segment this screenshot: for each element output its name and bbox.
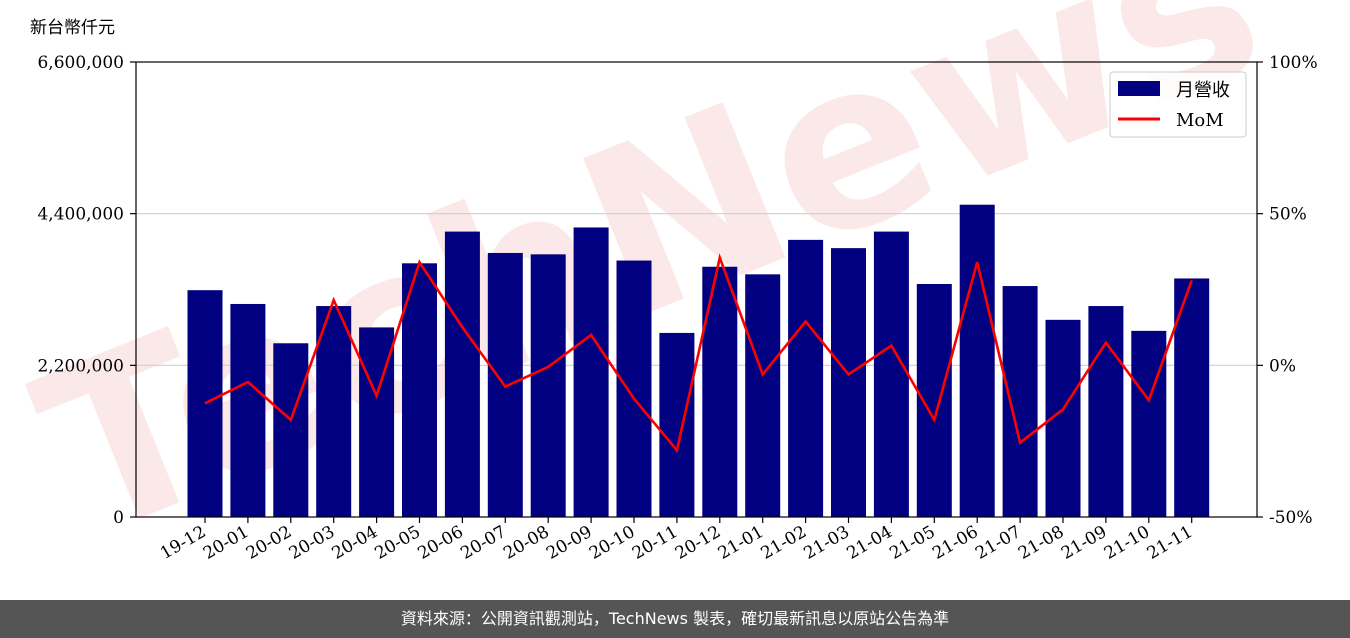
right-tick-label: 100%: [1269, 53, 1318, 73]
x-tick-label: 21-11: [1144, 522, 1196, 564]
bar-20-02: [273, 343, 309, 517]
right-axis: -50% 0% 50% 100%: [1257, 53, 1318, 528]
x-tick-label: 21-06: [929, 522, 981, 564]
bar-19-12: [187, 290, 223, 517]
x-tick-label: 21-08: [1015, 522, 1067, 564]
bar-20-10: [616, 260, 652, 517]
bar-21-07: [1002, 286, 1038, 517]
x-tick-label: 20-11: [629, 522, 681, 564]
bar-20-05: [402, 263, 437, 517]
bar-21-09: [1088, 306, 1124, 517]
x-tick-label: 21-01: [715, 522, 767, 564]
bar-21-01: [745, 274, 781, 517]
left-tick-label: 2,200,000: [37, 356, 124, 376]
x-tick-label: 20-10: [586, 522, 638, 564]
source-footer: 資料來源：公開資訊觀測站，TechNews 製表，確切最新訊息以原站公告為準: [0, 600, 1350, 638]
mom-series: [204, 253, 1193, 454]
left-axis: 0 2,200,000 4,400,000 6,600,000: [37, 53, 136, 528]
bar-20-06: [444, 231, 480, 517]
bar-20-08: [530, 254, 566, 517]
left-tick-label: 6,600,000: [37, 53, 124, 73]
x-tick-label: 21-04: [843, 522, 895, 564]
mom-line: [204, 253, 1193, 454]
legend-swatch-revenue: [1118, 81, 1160, 96]
chart: TechNews 新台幣仟元 02,200,0004,400,0006,600,…: [7, 0, 1318, 591]
bar-21-10: [1131, 330, 1167, 517]
left-tick-label: 4,400,000: [37, 205, 124, 225]
legend-label-mom: MoM: [1176, 110, 1224, 131]
x-tick-label: 21-05: [886, 522, 938, 564]
x-tick-label: 20-09: [543, 522, 595, 564]
right-tick-label: 50%: [1269, 205, 1307, 225]
bar-21-04: [873, 231, 909, 517]
bar-20-01: [230, 303, 266, 517]
bar-20-12: [702, 266, 738, 517]
x-tick-label: 20-05: [372, 522, 424, 564]
x-tick-label: 20-04: [329, 522, 381, 564]
y-unit-label: 新台幣仟元: [30, 18, 115, 38]
bar-20-03: [316, 306, 352, 517]
x-tick-label: 21-10: [1101, 522, 1153, 564]
x-axis: 19-1220-0120-0220-0320-0420-0520-0620-07…: [157, 517, 1196, 564]
x-tick-label: 20-12: [672, 522, 724, 564]
x-tick-label: 21-09: [1058, 522, 1110, 564]
bar-20-11: [659, 332, 695, 517]
x-tick-label: 20-07: [457, 522, 509, 564]
bar-21-03: [831, 248, 866, 518]
right-tick-label: 0%: [1269, 356, 1296, 376]
plot-frame: [135, 61, 1258, 518]
legend: 月營收 MoM: [1109, 71, 1247, 138]
bar-21-06: [959, 204, 995, 518]
right-tick-label: -50%: [1269, 508, 1313, 528]
x-tick-label: 21-02: [758, 522, 810, 564]
x-tick-label: 20-06: [414, 522, 466, 564]
x-tick-label: 20-03: [286, 522, 338, 564]
x-tick-label: 21-07: [972, 522, 1024, 564]
bar-20-09: [573, 227, 609, 518]
bar-21-02: [788, 239, 824, 517]
left-tick-label: 0: [113, 508, 124, 528]
x-tick-label: 21-03: [801, 522, 853, 564]
bar-series: [187, 204, 1210, 518]
x-tick-label: 20-08: [500, 522, 552, 564]
legend-label-revenue: 月營收: [1176, 80, 1230, 101]
bar-21-11: [1174, 278, 1210, 517]
